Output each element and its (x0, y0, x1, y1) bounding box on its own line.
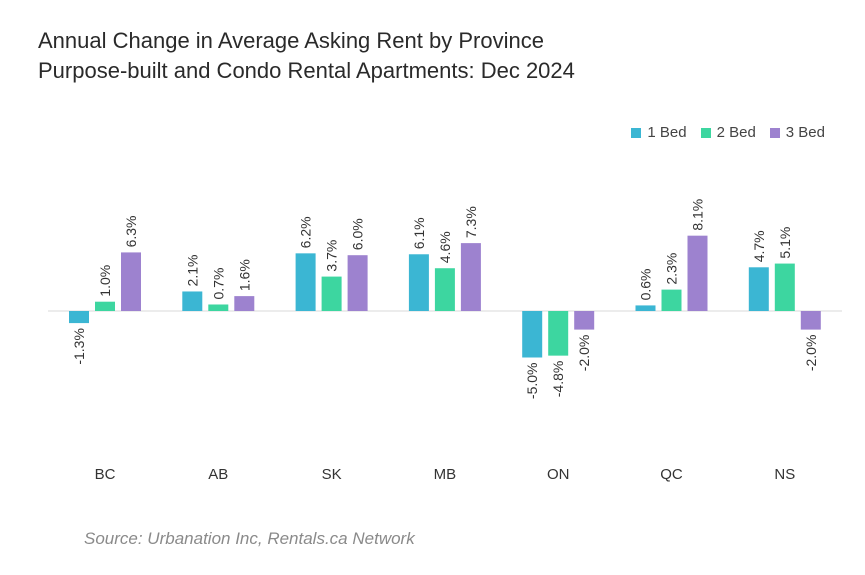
bar-ns-3-bed (800, 311, 821, 330)
bar-bc-2-bed (95, 301, 115, 311)
legend-label-3-bed: 3 Bed (785, 124, 825, 141)
chart-subtitle: Purpose-built and Condo Rental Apartment… (38, 58, 575, 83)
data-label-ab-1-bed: 2.1% (184, 255, 200, 287)
bar-sk-1-bed (295, 253, 316, 311)
legend-item-2-bed: 2 Bed (700, 124, 756, 141)
bar-bc-1-bed (69, 311, 89, 324)
chart-title-block: Annual Change in Average Asking Rent by … (38, 26, 575, 86)
bar-mb-3-bed (460, 243, 481, 311)
bar-ns-1-bed (748, 267, 769, 311)
data-label-sk-1-bed: 6.2% (298, 216, 314, 248)
category-label-ab: AB (208, 466, 228, 483)
legend-item-1-bed: 1 Bed (631, 124, 687, 141)
data-label-qc-2-bed: 2.3% (664, 253, 680, 285)
data-label-mb-3-bed: 7.3% (463, 206, 479, 238)
legend-label-1-bed: 1 Bed (647, 124, 687, 141)
legend-swatch-2-bed (700, 127, 711, 138)
data-label-on-1-bed: -5.0% (524, 363, 540, 400)
bar-sk-3-bed (347, 255, 368, 311)
data-label-mb-2-bed: 4.6% (437, 231, 453, 263)
bar-ab-1-bed (182, 291, 203, 311)
data-label-ns-1-bed: 4.7% (751, 230, 767, 262)
legend-swatch-1-bed (631, 127, 642, 138)
data-label-on-2-bed: -4.8% (550, 361, 566, 398)
bar-qc-1-bed (635, 305, 656, 311)
bar-sk-2-bed (321, 276, 342, 311)
bar-on-3-bed (574, 311, 595, 330)
bar-on-1-bed (522, 311, 543, 358)
data-label-qc-1-bed: 0.6% (638, 268, 654, 300)
data-label-sk-2-bed: 3.7% (324, 240, 340, 272)
data-label-sk-3-bed: 6.0% (350, 218, 366, 250)
category-label-ns: NS (774, 466, 795, 483)
data-label-bc-2-bed: 1.0% (97, 265, 113, 297)
chart-title: Annual Change in Average Asking Rent by … (38, 28, 544, 53)
bar-bc-3-bed (121, 252, 141, 311)
chart-legend: 1 Bed 2 Bed 3 Bed (631, 124, 825, 141)
bar-qc-2-bed (661, 289, 682, 311)
bar-mb-2-bed (434, 268, 455, 311)
legend-label-2-bed: 2 Bed (716, 124, 756, 141)
category-label-sk: SK (322, 466, 342, 483)
data-label-on-3-bed: -2.0% (576, 335, 592, 372)
bar-qc-3-bed (687, 235, 708, 311)
data-label-mb-1-bed: 6.1% (411, 217, 427, 249)
data-label-bc-3-bed: 6.3% (123, 215, 139, 247)
category-label-bc: BC (95, 466, 116, 483)
data-label-ab-2-bed: 0.7% (210, 268, 226, 300)
bar-ns-2-bed (774, 263, 795, 311)
legend-swatch-3-bed (769, 127, 780, 138)
bar-ab-3-bed (234, 296, 255, 311)
data-label-ns-2-bed: 5.1% (777, 227, 793, 259)
data-label-qc-3-bed: 8.1% (690, 199, 706, 231)
legend-item-3-bed: 3 Bed (769, 124, 825, 141)
source-note: Source: Urbanation Inc, Rentals.ca Netwo… (84, 529, 415, 548)
data-label-ns-3-bed: -2.0% (803, 335, 819, 372)
data-label-bc-1-bed: -1.3% (71, 328, 87, 365)
category-label-mb: MB (434, 466, 457, 483)
bar-ab-2-bed (208, 304, 229, 311)
category-label-on: ON (547, 466, 570, 483)
data-label-ab-3-bed: 1.6% (236, 259, 252, 291)
bar-mb-1-bed (408, 254, 429, 311)
bar-on-2-bed (548, 311, 569, 356)
category-label-qc: QC (660, 466, 683, 483)
